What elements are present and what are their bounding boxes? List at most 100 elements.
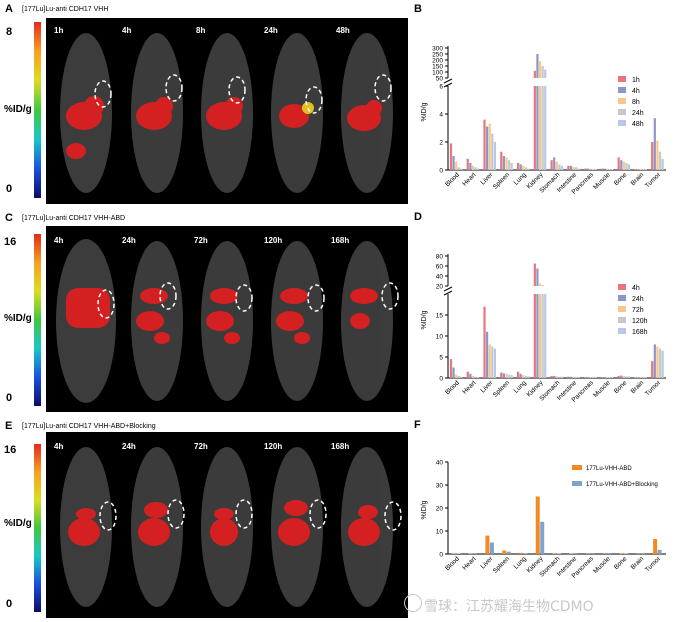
chart-d-bar-1-3	[474, 376, 477, 378]
chart-b-bar-12-0	[651, 142, 654, 170]
chart-b-bar-2-0	[483, 119, 486, 170]
chart-d-bar-10-1	[620, 375, 623, 378]
chart-d-x-tick-label-12: Tumor	[644, 379, 663, 398]
chart-b-bar-5-3	[541, 86, 544, 170]
chart-d-bar-4-3	[524, 375, 527, 378]
chart-d-x-tick-label-9: Muscle	[592, 379, 612, 399]
chart-d-bar-12-3	[658, 348, 662, 378]
chart-b-legend-swatch-4	[618, 120, 626, 126]
chart-b-bar-11-0	[634, 169, 637, 170]
chart-d-bar-1-4	[477, 377, 480, 378]
chart-b-x-tick-label-10: Bone	[613, 171, 629, 187]
chart-d-bar-3-2	[505, 373, 508, 378]
chart-d-panel-letter: D	[414, 211, 422, 223]
chart-d-bar-0-0	[449, 359, 453, 378]
chart-b-x-tick-label-1: Heart	[461, 171, 477, 187]
chart-d-tick-label-lower-3: 15	[436, 313, 444, 320]
chart-f-x-tick-label-9: Muscle	[592, 555, 612, 575]
chart-b-bar-3-3	[507, 160, 511, 170]
chart-b-bar-10-1	[620, 160, 623, 170]
chart-f-tick-label-2: 20	[436, 506, 444, 513]
panel-title-a: [177Lu]Lu-anti CDH17 VHH	[22, 6, 109, 13]
spect-image-panel-c: 4h 24h 72h 120h 168h	[46, 226, 408, 412]
chart-d-bar-4-4	[527, 376, 530, 378]
spect-mice-c	[56, 239, 399, 403]
chart-b-x-tick-label-12: Tumor	[644, 171, 663, 190]
chart-d-bar-9-1	[603, 377, 606, 378]
chart-b-bar-1-4	[477, 168, 480, 170]
chart-b-tick-label-upper-0: 50	[436, 76, 444, 83]
chart-b-bar-8-3	[591, 169, 595, 170]
chart-b-bar-top-5-2	[538, 61, 542, 78]
timepoint-c-4: 120h	[264, 236, 283, 245]
colorbar-c	[34, 234, 41, 406]
chart-d-bar-7-3	[575, 377, 578, 378]
chart-b-bar-10-2	[622, 161, 625, 170]
chart-b-legend-label-3: 24h	[632, 110, 644, 117]
chart-b-bar-top-5-1	[536, 54, 539, 78]
colorbar-a	[34, 22, 41, 198]
chart-f-bar-4-1	[523, 553, 528, 554]
chart-d-bar-7-0	[567, 376, 570, 378]
chart-b-y-label: %ID/g	[421, 102, 428, 121]
chart-b-bar-10-4	[627, 164, 631, 170]
chart-d-break-mark-1	[443, 286, 453, 292]
chart-d-break-mark-2	[443, 290, 453, 296]
chart-d-bar-1-1	[469, 373, 472, 378]
chart-d-bar-12-1	[653, 344, 656, 378]
chart-f-legend-label-0: 177Lu-VHH-ABD	[586, 466, 632, 472]
chart-d-bar-3-4	[510, 375, 513, 378]
chart-b-bar-4-0	[516, 163, 520, 170]
chart-b-bar-9-3	[608, 169, 611, 170]
scale-min-c: 0	[6, 392, 13, 404]
chart-b-bar-5-0	[533, 86, 536, 170]
chart-b-bar-6-2	[555, 161, 558, 170]
chart-d-bar-7-1	[569, 376, 573, 378]
chart-d-bar-10-3	[625, 376, 628, 378]
chart-b-tick-label-lower-1: 2	[439, 140, 443, 147]
timepoint-c-5: 168h	[331, 236, 350, 245]
chart-d-x-tick-label-10: Bone	[613, 379, 629, 395]
timepoint-c-2: 24h	[122, 236, 136, 245]
chart-b-bar-12-3	[658, 151, 662, 170]
chart-f-bar-3-0	[502, 550, 507, 554]
chart-b-bar-4-2	[522, 165, 525, 170]
chart-b-bar-1-1	[469, 163, 472, 170]
chart-f-tick-label-4: 40	[436, 460, 444, 467]
chart-f-x-tick-label-12: Tumor	[644, 555, 663, 574]
chart-b-tick-label-upper-5: 300	[432, 46, 443, 53]
chart-b-bar-3-1	[502, 156, 505, 170]
scale-max-c: 16	[4, 236, 17, 248]
chart-f-x-tick-label-10: Bone	[613, 555, 629, 571]
chart-f-bar-10-0	[619, 553, 624, 554]
panel-title-c: [177Lu]Lu-anti CDH17 VHH-ABD	[22, 215, 126, 222]
chart-d-bar-4-1	[519, 373, 522, 378]
chart-b-tick-label-lower-3: 6	[439, 84, 443, 91]
chart-b-bar-top-5-3	[541, 66, 544, 78]
scale-unit-c: %ID/g	[4, 313, 32, 324]
chart-b-bar-12-1	[653, 118, 656, 170]
timepoint-e-5: 168h	[331, 442, 350, 451]
chart-b-bar-2-1	[486, 126, 489, 170]
chart-b-bar-8-1	[586, 168, 589, 170]
chart-b-bar-11-1	[636, 169, 640, 170]
chart-b-bar-9-1	[603, 168, 606, 170]
spect-mice-a	[60, 33, 393, 193]
chart-d-bar-6-3	[558, 376, 561, 378]
chart-b-bar-9-4	[611, 169, 614, 170]
chart-d-bar-top-5-2	[538, 283, 542, 286]
timepoint-a-5: 48h	[336, 26, 350, 35]
chart-d-legend-swatch-0	[618, 284, 626, 290]
panel-letter-e: E	[5, 420, 13, 432]
chart-b-tick-label-upper-3: 200	[432, 58, 443, 65]
chart-d-bar-5-3	[541, 294, 544, 378]
chart-b-bar-7-2	[572, 167, 575, 170]
chart-f-x-tick-label-1: Heart	[461, 555, 477, 571]
chart-d-bar-3-0	[500, 372, 503, 378]
chart-f-bar-2-0	[485, 535, 490, 554]
chart-b-bar-3-0	[500, 151, 503, 170]
panel-title-e: [177Lu]Lu-anti CDH17 VHH-ABD+Blocking	[22, 423, 156, 430]
chart-d-bar-10-0	[617, 375, 620, 378]
chart-b-tick-label-upper-2: 150	[432, 64, 443, 71]
